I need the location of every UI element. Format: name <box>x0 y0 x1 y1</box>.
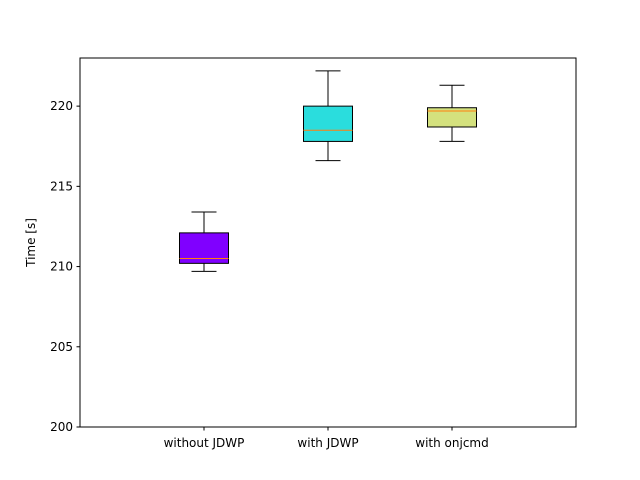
y-axis-ticks: 200 205 210 215 220 <box>50 99 80 434</box>
x-tick-label: with onjcmd <box>415 436 488 450</box>
y-tick-label: 210 <box>50 260 73 274</box>
plot-frame <box>79 57 577 428</box>
box-body <box>427 107 477 128</box>
box-group <box>179 211 229 272</box>
x-axis-ticks: without JDWP with JDWP with onjcmd <box>164 427 489 450</box>
y-tick-label: 200 <box>50 420 73 434</box>
y-tick-label: 215 <box>50 179 73 193</box>
box-body <box>303 105 353 142</box>
box-group <box>303 70 353 162</box>
x-tick-label: with JDWP <box>297 436 358 450</box>
y-axis-label: Time [s] <box>24 218 38 268</box>
plot-marks <box>179 70 477 272</box>
y-tick-label: 220 <box>50 99 73 113</box>
x-tick-label: without JDWP <box>164 436 245 450</box>
box-group <box>427 84 477 142</box>
y-tick-label: 205 <box>50 340 73 354</box>
